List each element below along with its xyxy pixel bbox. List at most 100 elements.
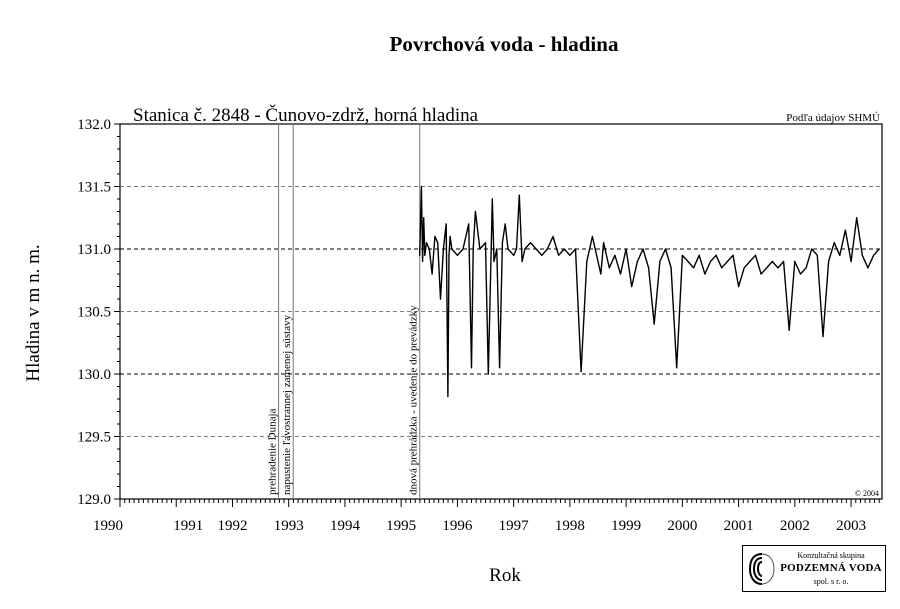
data-point <box>794 260 796 263</box>
data-point <box>507 248 509 250</box>
data-point <box>425 242 428 244</box>
data-point <box>428 248 430 250</box>
y-tick-label: 132.0 <box>77 117 111 133</box>
data-point <box>872 254 875 256</box>
data-point <box>788 329 790 331</box>
data-point <box>816 254 818 256</box>
y-tick-label: 129.0 <box>77 492 111 508</box>
data-point <box>709 260 712 263</box>
data-point <box>827 260 830 263</box>
x-tick-label: 2002 <box>780 518 810 534</box>
data-point <box>737 285 740 288</box>
data-point <box>600 273 602 275</box>
x-tick-label: 1990 <box>93 518 123 534</box>
x-axis-ticks: 1990 1991 1992 1993 1994 1995 1996 1997 1998 1999… <box>93 499 880 534</box>
company-logo: Konzultačná skupina PODZEMNÁ VODA spol. … <box>742 545 886 592</box>
event-label: napustenie ľavostrannej zamenej sústavy <box>281 314 293 495</box>
data-point <box>601 254 604 256</box>
data-point <box>518 194 520 196</box>
data-point <box>456 254 459 256</box>
data-point <box>771 260 773 263</box>
source-note: Podľa údajov SHMÚ <box>786 112 880 124</box>
data-point <box>447 395 449 398</box>
data-point <box>449 235 451 238</box>
data-point <box>574 248 577 250</box>
chart-subtitle: Stanica č. 2848 - Čunovo-zdrž, horná hla… <box>133 104 479 126</box>
data-point <box>439 298 442 300</box>
data-point <box>867 267 869 269</box>
data-point <box>614 254 616 256</box>
data-point <box>777 267 779 269</box>
data-point <box>631 285 633 288</box>
event-markers: prehradenie Dunaja napustenie ľavostranne… <box>267 124 421 499</box>
data-point <box>490 248 492 250</box>
data-point <box>653 323 655 325</box>
data-point <box>580 370 582 373</box>
data-point <box>704 273 706 275</box>
data-point <box>749 260 751 263</box>
data-point <box>805 267 807 269</box>
data-point <box>563 248 565 250</box>
data-point <box>721 267 723 269</box>
data-point <box>619 273 622 275</box>
data-point <box>535 248 537 250</box>
data-point <box>513 254 515 256</box>
data-point <box>445 223 447 225</box>
x-tick-label: 1992 <box>217 518 247 534</box>
data-point <box>670 267 672 269</box>
data-point <box>693 267 695 269</box>
event-label: dnová prehrádzka - uvedenie do prevádzky <box>408 305 420 495</box>
series <box>419 185 880 398</box>
data-point <box>515 248 518 250</box>
data-point <box>766 267 768 269</box>
data-point <box>822 335 824 338</box>
data-point <box>833 242 835 244</box>
x-tick-label: 2000 <box>667 518 697 534</box>
data-point <box>754 254 757 256</box>
data-point <box>687 260 689 263</box>
data-point <box>726 260 728 263</box>
data-point <box>468 223 470 225</box>
data-point <box>493 260 495 263</box>
y-tick-label: 131.5 <box>77 180 111 196</box>
data-point <box>462 248 464 250</box>
y-tick-label: 129.5 <box>77 430 111 446</box>
y-tick-label: 130.0 <box>77 367 111 383</box>
data-point <box>861 254 863 256</box>
series-line <box>419 185 880 398</box>
data-point <box>529 242 532 244</box>
data-point <box>698 254 700 256</box>
data-point <box>541 254 543 256</box>
data-point <box>434 235 436 238</box>
data-point <box>811 248 813 250</box>
data-point <box>524 248 526 250</box>
logo-line-2: PODZEMNÁ VODA <box>780 562 882 574</box>
event-label: prehradenie Dunaja <box>267 408 279 495</box>
x-tick-label: 1995 <box>386 518 416 534</box>
data-point <box>552 235 554 238</box>
data-point <box>521 260 523 263</box>
data-point <box>664 248 667 250</box>
data-point <box>799 273 802 275</box>
data-point <box>431 273 433 275</box>
data-point <box>642 248 644 250</box>
x-tick-label: 2001 <box>724 518 754 534</box>
y-axis-label: Hladina v m n. m. <box>23 244 44 381</box>
data-point <box>878 248 880 250</box>
logo-line-3: spol. s r. o. <box>813 577 849 586</box>
data-point <box>743 267 745 269</box>
data-point <box>597 260 599 263</box>
data-point <box>504 223 506 225</box>
data-point <box>850 260 852 263</box>
plot-area: prehradenie Dunaja napustenie ľavostranne… <box>77 117 883 534</box>
data-point <box>420 185 423 188</box>
x-tick-label: 1998 <box>555 518 585 534</box>
data-point <box>496 248 498 250</box>
data-point <box>442 248 444 250</box>
data-point <box>732 254 734 256</box>
data-point <box>569 254 571 256</box>
data-point <box>470 367 473 369</box>
data-point <box>498 367 501 369</box>
chart-title: Povrchová voda - hladina <box>390 32 619 56</box>
